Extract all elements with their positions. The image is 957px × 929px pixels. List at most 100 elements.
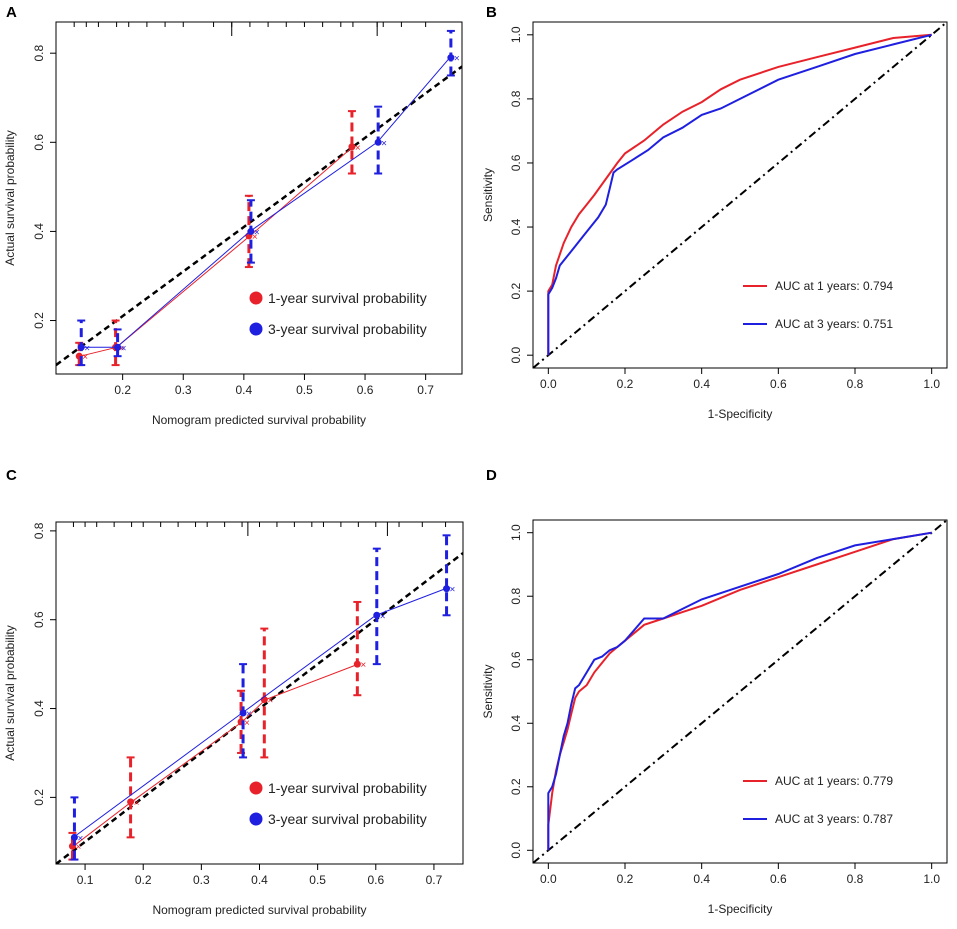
point-marker: × — [254, 227, 260, 238]
x-tick-label: 0.2 — [617, 872, 634, 886]
y-axis-title: Actual survival probability — [3, 625, 17, 760]
point-marker: × — [134, 798, 140, 809]
reference-line — [56, 65, 462, 367]
data-point — [77, 343, 85, 351]
calibration-line — [80, 146, 354, 357]
point-marker: × — [252, 232, 258, 243]
x-tick-label: 0.0 — [540, 377, 557, 391]
point-marker: × — [246, 709, 252, 720]
x-tick-label: 0.1 — [77, 873, 94, 887]
x-tick-label: 0.4 — [693, 377, 710, 391]
legend-label: AUC at 3 years: 0.751 — [775, 317, 893, 331]
calibration-line — [73, 588, 446, 838]
x-tick-label: 0.3 — [193, 873, 210, 887]
y-tick-label: 0.4 — [509, 218, 523, 235]
y-tick-label: 0.0 — [509, 347, 523, 364]
point-marker: × — [450, 585, 456, 596]
data-point — [348, 143, 356, 151]
legend-marker — [249, 291, 263, 305]
x-tick-label: 0.4 — [236, 383, 253, 397]
point-marker: × — [380, 611, 386, 622]
x-tick-label: 0.3 — [175, 383, 192, 397]
y-tick-label: 0.0 — [509, 842, 523, 859]
data-point — [373, 611, 381, 619]
x-tick-label: 0.6 — [367, 873, 384, 887]
calibration-plot-c: C 0.1 0.2 0.3 0.4 0.5 0.6 0.7 0.2 0.4 0.6 0.8 Nomogr… — [0, 465, 478, 929]
x-tick-label: 0.8 — [847, 377, 864, 391]
data-point — [374, 138, 382, 146]
data-point — [70, 833, 78, 841]
roc-curve — [547, 531, 932, 851]
data-point — [127, 798, 135, 806]
legend-label: 3-year survival probability — [268, 811, 427, 827]
x-tick-label: 0.4 — [693, 872, 710, 886]
y-tick-label: 0.6 — [32, 134, 46, 151]
legend-marker — [249, 812, 263, 826]
legend-label: AUC at 3 years: 0.787 — [775, 812, 893, 826]
plot-frame — [55, 21, 463, 375]
x-tick-label: 0.4 — [251, 873, 268, 887]
panel-letter: B — [486, 4, 497, 21]
plot-frame — [532, 21, 948, 369]
y-tick-label: 0.8 — [509, 90, 523, 107]
y-tick-label: 0.8 — [509, 588, 523, 605]
roc-plot-d: D 0.0 0.2 0.4 0.6 0.8 1.0 0.0 0.2 0.4 0.6 0.8 1.0 1-S… — [478, 465, 956, 929]
point-marker: × — [84, 343, 90, 354]
x-tick-label: 0.2 — [114, 383, 131, 397]
point-marker: × — [267, 696, 273, 707]
roc-curve — [547, 33, 932, 356]
legend-label: 3-year survival probability — [268, 321, 427, 337]
y-tick-label: 0.2 — [32, 312, 46, 329]
x-tick-label: 0.5 — [296, 383, 313, 397]
panel-letter: C — [6, 467, 17, 484]
x-tick-label: 0.0 — [540, 872, 557, 886]
x-tick-label: 0.6 — [770, 872, 787, 886]
x-tick-label: 0.7 — [426, 873, 443, 887]
x-axis-title: Nomogram predicted survival probability — [152, 903, 366, 917]
plot-area — [533, 22, 947, 368]
y-tick-label: 0.2 — [509, 282, 523, 299]
x-tick-label: 0.7 — [417, 383, 434, 397]
data-point — [443, 585, 451, 593]
y-tick-label: 0.2 — [509, 778, 523, 795]
calibration-plot-a: A 0.2 0.3 0.4 0.5 0.6 0.7 0.2 0.4 0.6 0.8 Nomogram … — [0, 0, 478, 464]
y-tick-label: 0.8 — [32, 522, 46, 539]
roc-plot-b: B 0.0 0.2 0.4 0.6 0.8 1.0 0.0 0.2 0.4 0.6 0.8 1.0 1-S… — [478, 0, 956, 464]
x-axis-title: 1-Specificity — [708, 902, 773, 916]
x-tick-label: 1.0 — [923, 377, 940, 391]
legend-marker — [249, 781, 263, 795]
point-marker: × — [355, 143, 361, 154]
plot-area: ××××××××× — [56, 29, 462, 367]
plot-frame — [532, 519, 948, 864]
panel-letter: A — [6, 4, 17, 21]
x-tick-label: 0.2 — [617, 377, 634, 391]
y-tick-label: 0.2 — [32, 789, 46, 806]
y-tick-label: 0.6 — [509, 651, 523, 668]
x-tick-label: 0.6 — [357, 383, 374, 397]
data-point — [353, 660, 361, 668]
data-point — [239, 709, 247, 717]
point-marker: × — [75, 842, 81, 853]
panel-letter: D — [486, 467, 497, 484]
reference-line — [56, 552, 463, 864]
legend-label: 1-year survival probability — [268, 290, 427, 306]
y-axis-title: Sensitivity — [481, 664, 495, 718]
x-axis-title: Nomogram predicted survival probability — [152, 413, 366, 427]
legend-label: AUC at 1 years: 0.779 — [775, 774, 893, 788]
y-tick-label: 0.8 — [32, 45, 46, 62]
data-point — [447, 54, 455, 62]
point-marker: × — [360, 660, 366, 671]
roc-curve — [547, 33, 932, 356]
point-marker: × — [244, 718, 250, 729]
y-tick-label: 0.4 — [509, 715, 523, 732]
x-tick-label: 0.6 — [770, 377, 787, 391]
point-marker: × — [121, 343, 127, 354]
y-tick-label: 0.4 — [32, 223, 46, 240]
point-marker: × — [454, 54, 460, 65]
x-tick-label: 0.5 — [309, 873, 326, 887]
x-tick-label: 0.2 — [135, 873, 152, 887]
legend-label: AUC at 1 years: 0.794 — [775, 279, 893, 293]
x-tick-label: 0.8 — [847, 872, 864, 886]
y-tick-label: 0.6 — [32, 611, 46, 628]
y-tick-label: 1.0 — [509, 524, 523, 541]
